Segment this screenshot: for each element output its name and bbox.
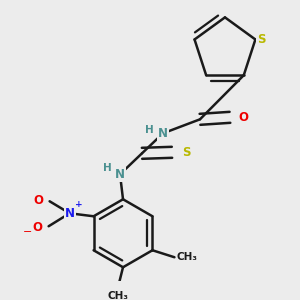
Text: +: +: [75, 200, 83, 209]
Text: CH₃: CH₃: [107, 291, 128, 300]
Text: O: O: [238, 111, 248, 124]
Text: O: O: [33, 221, 43, 234]
Text: O: O: [34, 194, 44, 207]
Text: S: S: [182, 146, 190, 159]
Text: CH₃: CH₃: [177, 252, 198, 262]
Text: N: N: [115, 168, 125, 181]
Text: N: N: [64, 207, 75, 220]
Text: S: S: [257, 33, 266, 46]
Text: H: H: [145, 125, 153, 135]
Text: −: −: [23, 227, 32, 237]
Text: N: N: [158, 127, 168, 140]
Text: H: H: [103, 163, 111, 173]
